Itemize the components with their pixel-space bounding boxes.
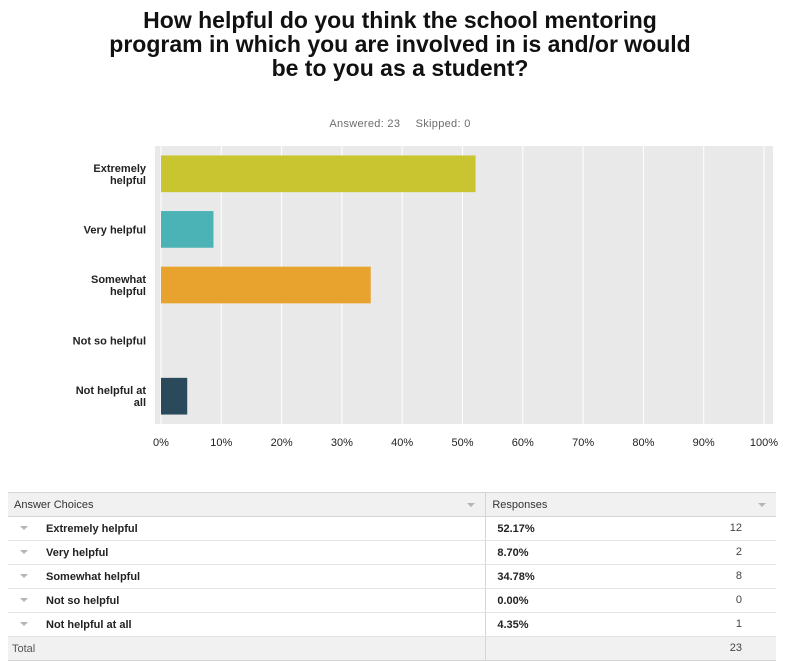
response-summary: Answered: 23 Skipped: 0 [0,118,800,130]
x-tick-label: 60% [512,437,534,449]
expand-caret-icon[interactable] [20,598,28,603]
skipped-count: Skipped: 0 [415,118,471,130]
answer-choice-label: Extremely helpful [46,522,138,535]
bar [161,377,188,415]
answer-choice-label: Not helpful at all [46,618,132,631]
table-row: Not helpful at all 4.35% 1 [8,612,776,637]
x-tick-label: 70% [572,437,594,449]
answer-choices-header[interactable]: Answer Choices [8,492,486,517]
category-label: Very helpful [84,224,146,236]
total-label: Total [12,642,36,655]
expand-caret-icon[interactable] [20,526,28,531]
x-tick-label: 10% [210,437,232,449]
bar [161,155,476,193]
response-count: 1 [735,618,742,630]
tick-labels: 0% 10% 20% 30% 40% 50% 60% 70% 80% 90% 100% [153,437,778,449]
x-tick-label: 40% [391,437,413,449]
response-percent: 52.17% [497,522,535,535]
bars [161,155,476,415]
response-percent: 4.35% [497,618,529,631]
table-row: Extremely helpful 52.17% 12 [8,516,776,541]
responses-table: Answer Choices Responses Extremely helpf… [8,492,776,661]
expand-caret-icon[interactable] [20,574,28,579]
category-label: Somewhat helpful [91,274,146,298]
chart-title: How helpful do you think the school ment… [109,7,691,81]
table-row: Not so helpful 0.00% 0 [8,588,776,613]
x-tick-label: 0% [153,437,169,449]
gridlines [160,146,765,424]
responses-header[interactable]: Responses [485,492,776,517]
bar-chart: Extremely helpful Very helpful Somewhat help… [73,146,778,449]
answer-choice-label: Not so helpful [46,594,120,607]
sort-caret-icon[interactable] [758,503,766,507]
total-count: 23 [729,642,742,654]
response-percent: 34.78% [497,570,535,583]
answer-choice-label: Very helpful [46,546,109,559]
sort-caret-icon[interactable] [467,503,476,507]
expand-caret-icon[interactable] [20,550,28,555]
response-percent: 8.70% [497,546,529,559]
answered-count: Answered: 23 [329,118,401,130]
x-tick-label: 50% [451,437,473,449]
category-label: Extremely helpful [93,163,146,187]
response-percent: 0.00% [497,594,529,607]
table-row: Very helpful 8.70% 2 [8,540,776,565]
answer-choice-label: Somewhat helpful [46,570,141,583]
x-tick-label: 80% [632,437,654,449]
x-tick-label: 30% [331,437,353,449]
category-label: Not helpful at all [76,385,147,409]
bar [161,211,214,248]
response-count: 12 [729,522,742,534]
response-count: 8 [735,570,742,582]
x-tick-label: 90% [693,437,715,449]
table-header: Answer Choices Responses [8,492,776,517]
table-total-row: Total 23 [8,636,776,661]
response-count: 0 [735,594,742,606]
x-tick-label: 100% [750,437,778,449]
category-label: Not so helpful [73,336,146,348]
category-labels: Extremely helpful Very helpful Somewhat help… [73,163,147,409]
expand-caret-icon[interactable] [20,622,28,627]
x-tick-label: 20% [271,437,293,449]
table-row: Somewhat helpful 34.78% 8 [8,564,776,589]
bar [161,266,371,304]
response-count: 2 [735,546,742,558]
